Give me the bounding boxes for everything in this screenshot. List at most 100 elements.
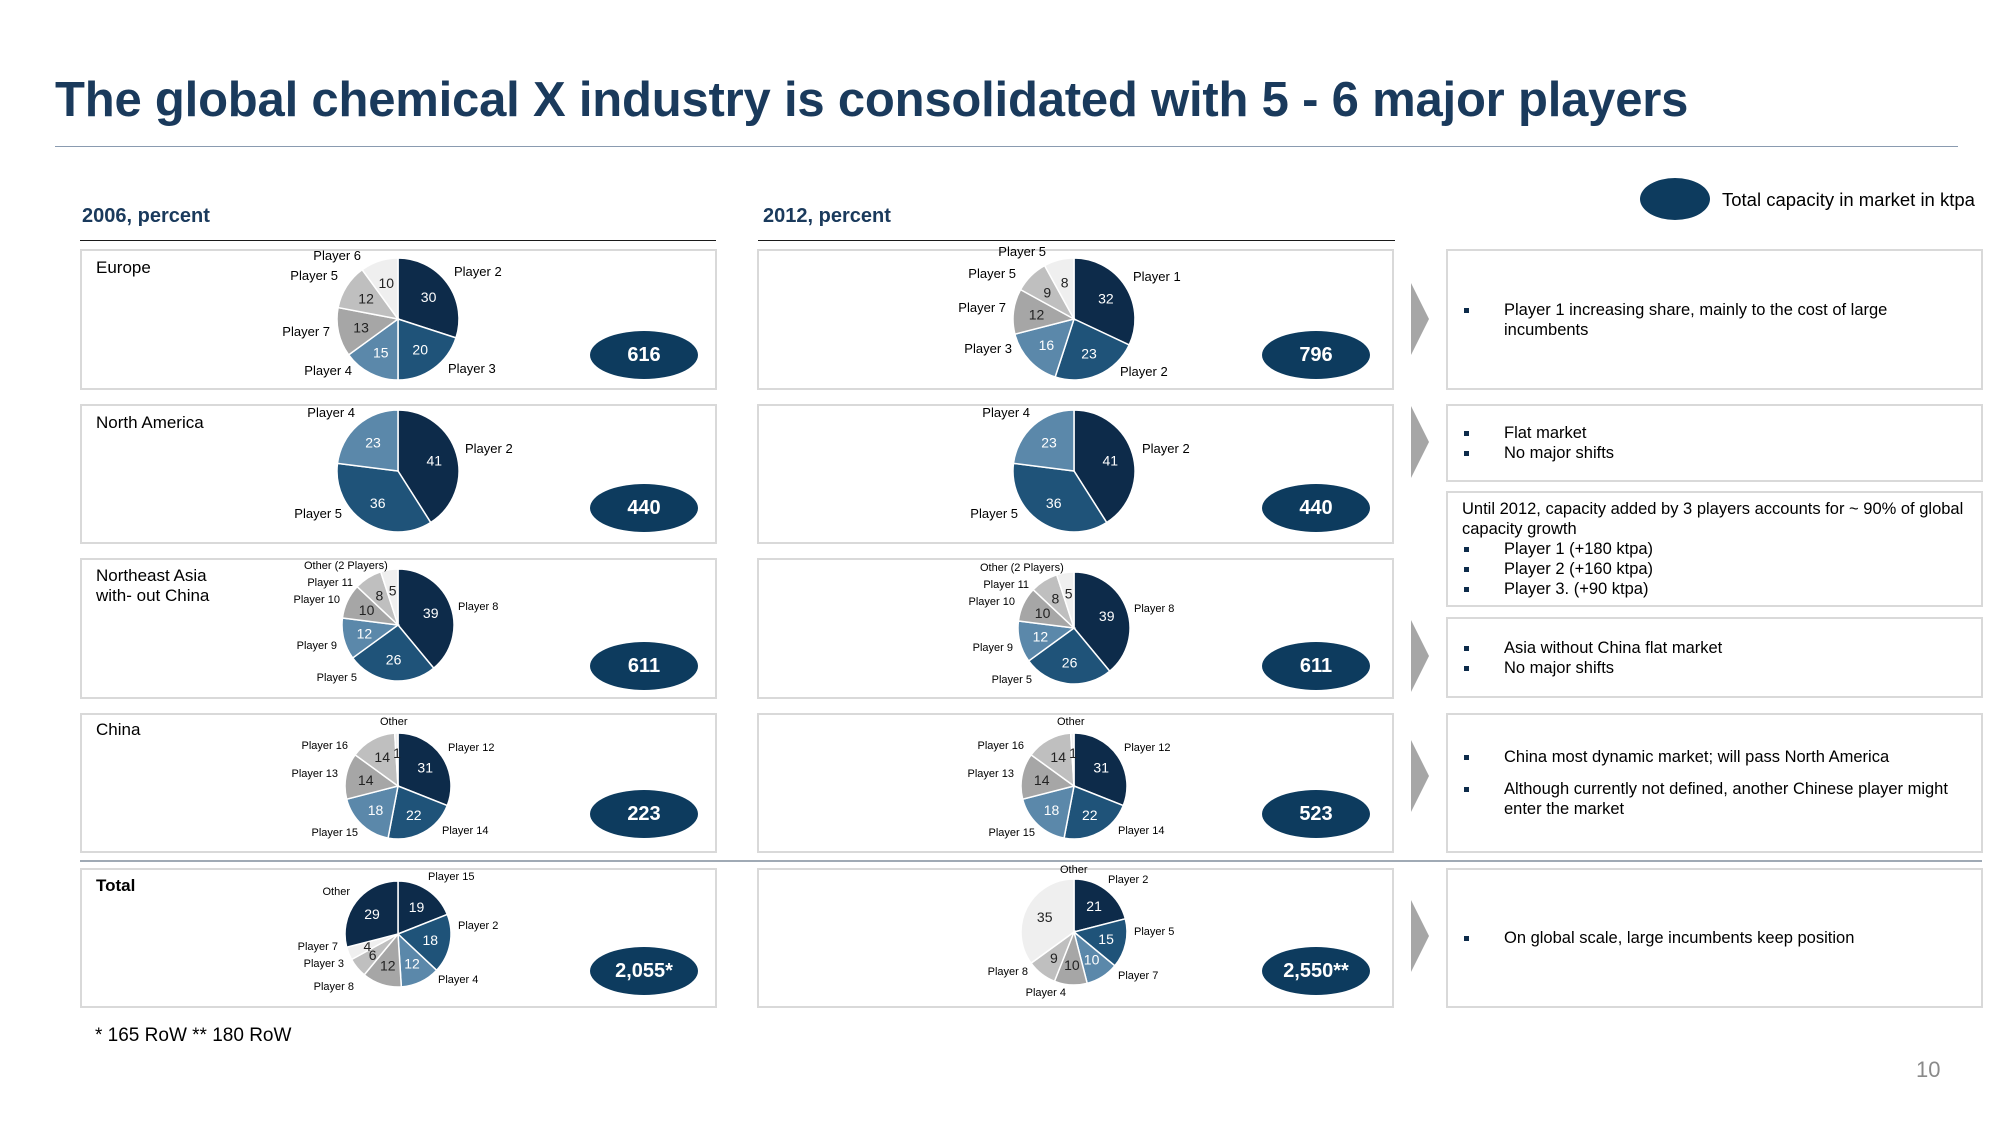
pie-category-label: Other: [380, 716, 408, 728]
pie-slice: [1043, 257, 1075, 320]
pie-category-label: Player 10: [294, 594, 340, 606]
pie-value-label: 22: [406, 807, 422, 823]
pie-value-label: 21: [1086, 898, 1102, 914]
pie-value-label: 9: [1050, 950, 1058, 966]
pie-value-label: 14: [1050, 749, 1066, 765]
pie-category-label: Player 4: [438, 974, 478, 986]
pie-category-label: Other: [322, 886, 350, 898]
pie-category-label: Player 3: [304, 958, 344, 970]
total-oval-northeast-asia-2012: 611: [1262, 642, 1370, 690]
pie-slice: [351, 623, 435, 682]
pie-category-label: Player 3: [448, 361, 496, 376]
pie-value-label: 26: [1062, 654, 1078, 670]
pie-value-label: 10: [379, 275, 395, 291]
pie-slice: [1073, 571, 1131, 673]
pie-slice: [1072, 917, 1128, 967]
comment-box-north-america: Flat market No major shifts: [1446, 404, 1983, 482]
arrow-icon: [1411, 900, 1429, 972]
pie-value-label: 18: [423, 932, 439, 948]
comment-box-northeast-asia: Asia without China flat market No major …: [1446, 617, 1983, 698]
pie-slice: [1021, 784, 1075, 839]
pie-value-label: 14: [374, 749, 390, 765]
pie-slice: [347, 317, 399, 381]
pie-category-label: Player 6: [313, 248, 361, 263]
region-label-total: Total: [96, 876, 136, 895]
pie-value-label: 10: [1084, 952, 1100, 968]
total-oval-total-2012: 2,550**: [1262, 947, 1370, 995]
pie-value-label: 12: [1033, 629, 1049, 645]
pie-category-label: Player 12: [1124, 742, 1170, 754]
comment-box-europe: Player 1 increasing share, mainly to the…: [1446, 249, 1983, 390]
pie-slice: [1014, 317, 1076, 378]
pie-slice: [387, 784, 449, 840]
comment-bullet: Player 3. (+90 ktpa): [1462, 579, 1967, 599]
pie-value-label: 18: [368, 802, 384, 818]
pie-value-label: 1: [393, 745, 401, 761]
pie-category-label: Player 7: [282, 324, 330, 339]
comment-bullet: Flat market: [1462, 423, 1967, 443]
total-oval-north-america-2012: 440: [1262, 484, 1370, 532]
pie-category-label: Player 5: [1134, 926, 1174, 938]
pie-category-label: Player 11: [307, 577, 353, 589]
legend-oval-swatch: [1640, 178, 1710, 220]
pie-value-label: 9: [1043, 284, 1051, 300]
pie-slice: [397, 880, 449, 936]
comment-bullet: On global scale, large incumbents keep p…: [1462, 928, 1967, 948]
pie-value-label: 39: [423, 605, 439, 621]
comment-box-china: China most dynamic market; will pass Nor…: [1446, 713, 1983, 853]
pie-category-label: Player 12: [448, 742, 494, 754]
comment-bullet: Player 1 (+180 ktpa): [1462, 539, 1967, 559]
region-label-northeast-asia: Northeast Asia with- out China: [96, 566, 210, 605]
pie-value-label: 14: [358, 772, 374, 788]
pie-value-label: 35: [1037, 909, 1053, 925]
pie-value-label: 15: [1098, 931, 1114, 947]
pie-category-label: Player 2: [465, 441, 513, 456]
pie-value-label: 18: [1044, 802, 1060, 818]
region-label-china: China: [96, 720, 141, 739]
comment-text: Until 2012, capacity added by 3 players …: [1462, 500, 1964, 538]
pie-category-label: Player 15: [989, 827, 1035, 839]
legend-label: Total capacity in market in ktpa: [1722, 189, 1975, 210]
pie-category-label: Player 8: [314, 981, 354, 993]
pie-category-label: Player 8: [988, 966, 1028, 978]
pie-slice: [361, 257, 399, 322]
column-header-2012: 2012, percent: [763, 205, 891, 227]
total-separator: [80, 860, 1982, 862]
pie-category-label: Player 5: [317, 672, 357, 684]
title-divider: [55, 146, 1958, 147]
pie-value-label: 36: [1046, 495, 1062, 511]
pie-slice: [397, 732, 452, 807]
pie-category-label: Player 5: [290, 268, 338, 283]
pie-value-label: 8: [1052, 591, 1060, 607]
pie-category-label: Player 14: [442, 825, 488, 837]
pie-value-label: 41: [427, 452, 443, 468]
pie-value-label: 12: [1029, 306, 1045, 322]
pie-value-label: 14: [1034, 772, 1050, 788]
pie-value-label: 32: [1098, 291, 1114, 307]
pie-slice: [1054, 317, 1131, 381]
pie-value-label: 23: [1041, 435, 1057, 451]
pie-value-label: 29: [364, 906, 380, 922]
total-oval-europe-2006: 616: [590, 331, 698, 379]
pie-value-label: 30: [421, 289, 437, 305]
pie-value-label: 12: [357, 626, 373, 642]
column-rule-2006: [80, 240, 716, 241]
pie-category-label: Player 15: [428, 871, 474, 883]
pie-category-label: Player 2: [1142, 441, 1190, 456]
pie-value-label: 6: [369, 947, 377, 963]
pie-slice: [1069, 732, 1075, 787]
total-oval-total-2006: 2,055*: [590, 947, 698, 995]
pie-category-label: Player 2: [458, 920, 498, 932]
pie-category-label: Player 9: [297, 640, 337, 652]
pie-category-label: Player 4: [307, 405, 355, 420]
pie-category-label: Player 11: [983, 579, 1029, 591]
pie-value-label: 19: [409, 899, 425, 915]
total-oval-china-2006: 223: [590, 790, 698, 838]
pie-value-label: 22: [1082, 807, 1098, 823]
pie-value-label: 4: [364, 938, 372, 954]
comment-bullet: No major shifts: [1462, 658, 1967, 678]
comment-bullet: Player 1 increasing share, mainly to the…: [1462, 300, 1967, 340]
pie-value-label: 36: [370, 495, 386, 511]
pie-category-label: Player 13: [968, 768, 1014, 780]
pie-category-label: Player 8: [458, 601, 498, 613]
